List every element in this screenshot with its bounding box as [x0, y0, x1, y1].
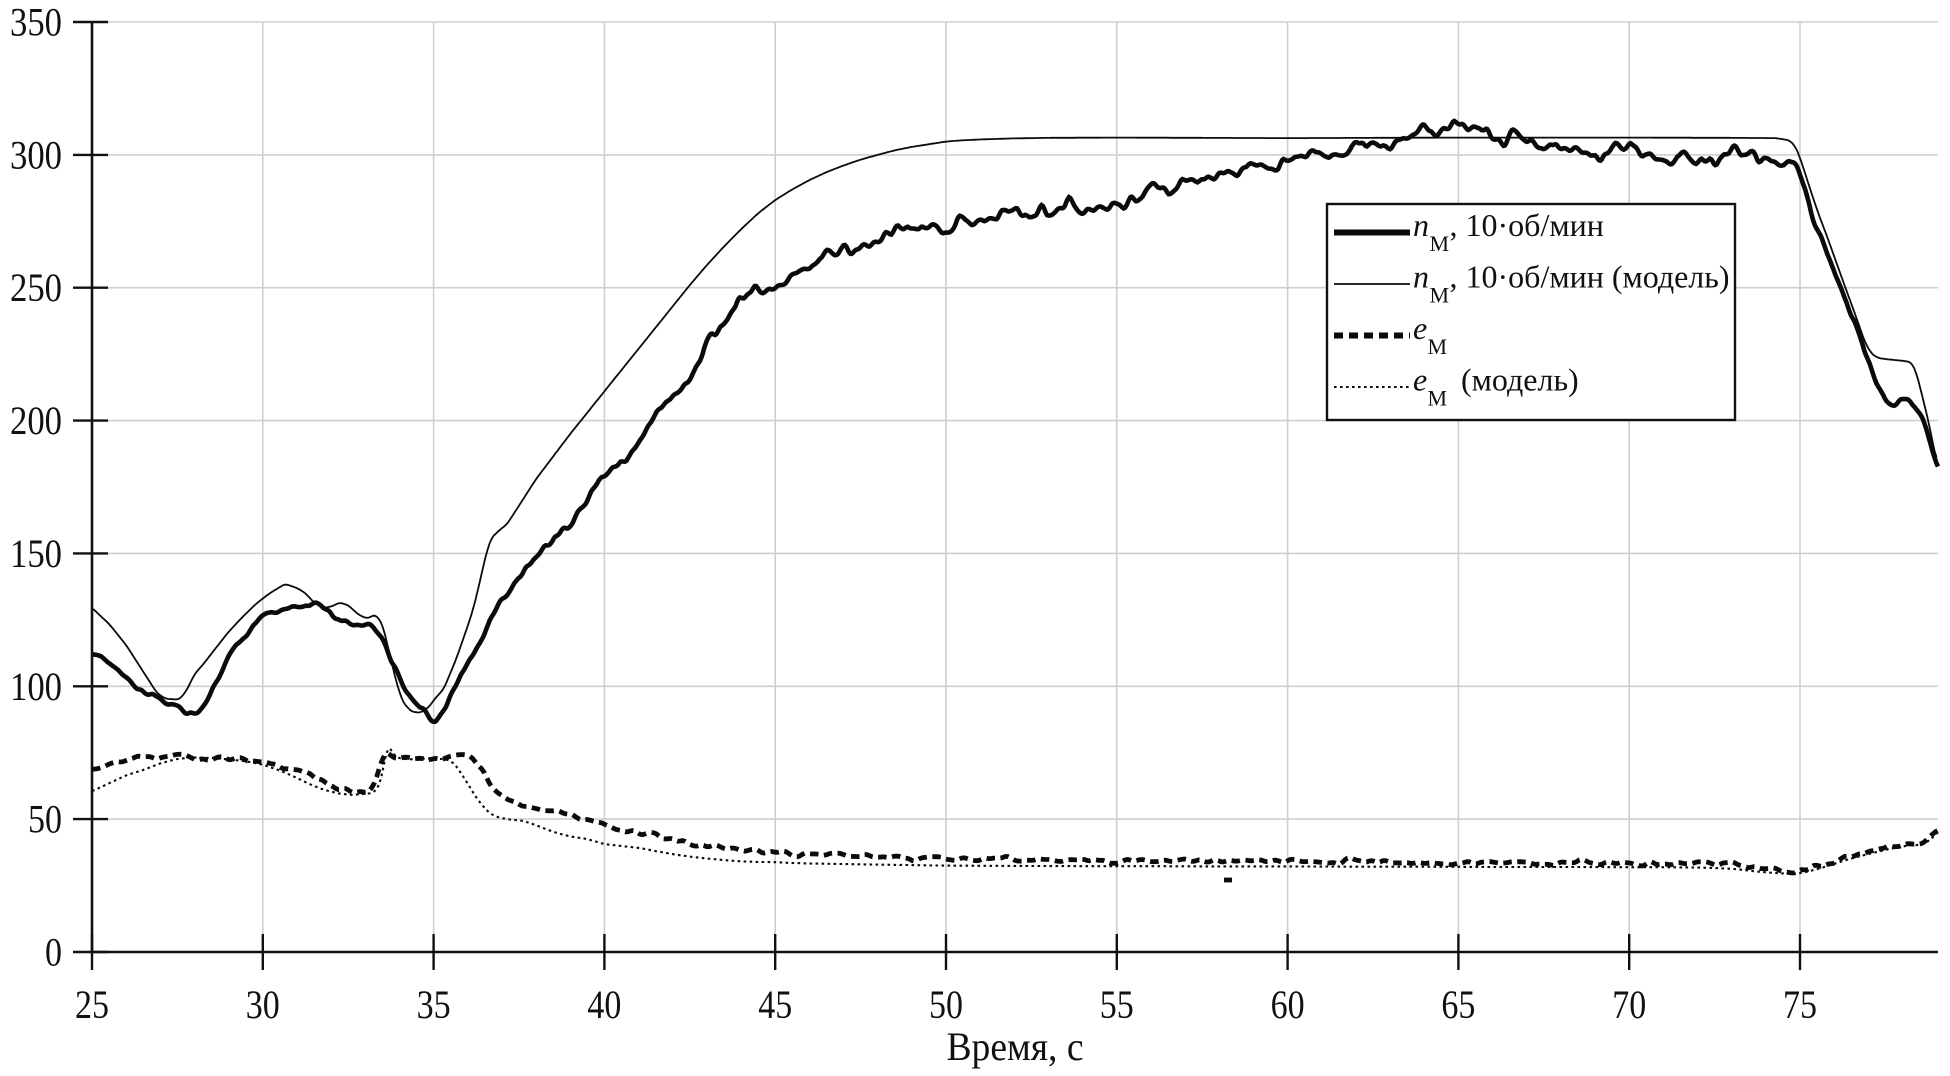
svg-text:65: 65: [1441, 982, 1475, 1027]
svg-text:75: 75: [1783, 982, 1817, 1027]
svg-text:, 10·об/мин (модель): , 10·об/мин (модель): [1450, 259, 1730, 295]
svg-text:М: М: [1428, 334, 1448, 359]
svg-text:200: 200: [10, 398, 62, 443]
svg-text:25: 25: [75, 982, 109, 1027]
svg-text:e: e: [1413, 362, 1427, 398]
svg-text:45: 45: [758, 982, 792, 1027]
svg-text:М: М: [1430, 283, 1450, 308]
svg-text:0: 0: [45, 930, 62, 975]
svg-text:60: 60: [1271, 982, 1305, 1027]
svg-text:(модель): (модель): [1461, 362, 1579, 398]
svg-text:50: 50: [929, 982, 963, 1027]
svg-text:e: e: [1413, 310, 1427, 346]
svg-text:30: 30: [246, 982, 280, 1027]
svg-text:Время, с: Время, с: [947, 1024, 1084, 1069]
svg-text:350: 350: [10, 0, 62, 45]
svg-text:70: 70: [1612, 982, 1646, 1027]
svg-text:150: 150: [10, 531, 62, 576]
svg-text:М: М: [1428, 386, 1448, 411]
svg-text:100: 100: [10, 664, 62, 709]
svg-text:50: 50: [28, 797, 62, 842]
svg-text:n: n: [1413, 259, 1429, 295]
svg-text:40: 40: [587, 982, 621, 1027]
svg-text:М: М: [1430, 231, 1450, 256]
svg-text:, 10·об/мин: , 10·об/мин: [1450, 207, 1604, 243]
svg-text:250: 250: [10, 265, 62, 310]
svg-text:55: 55: [1100, 982, 1134, 1027]
svg-text:n: n: [1413, 207, 1429, 243]
svg-text:35: 35: [417, 982, 451, 1027]
svg-text:300: 300: [10, 132, 62, 177]
